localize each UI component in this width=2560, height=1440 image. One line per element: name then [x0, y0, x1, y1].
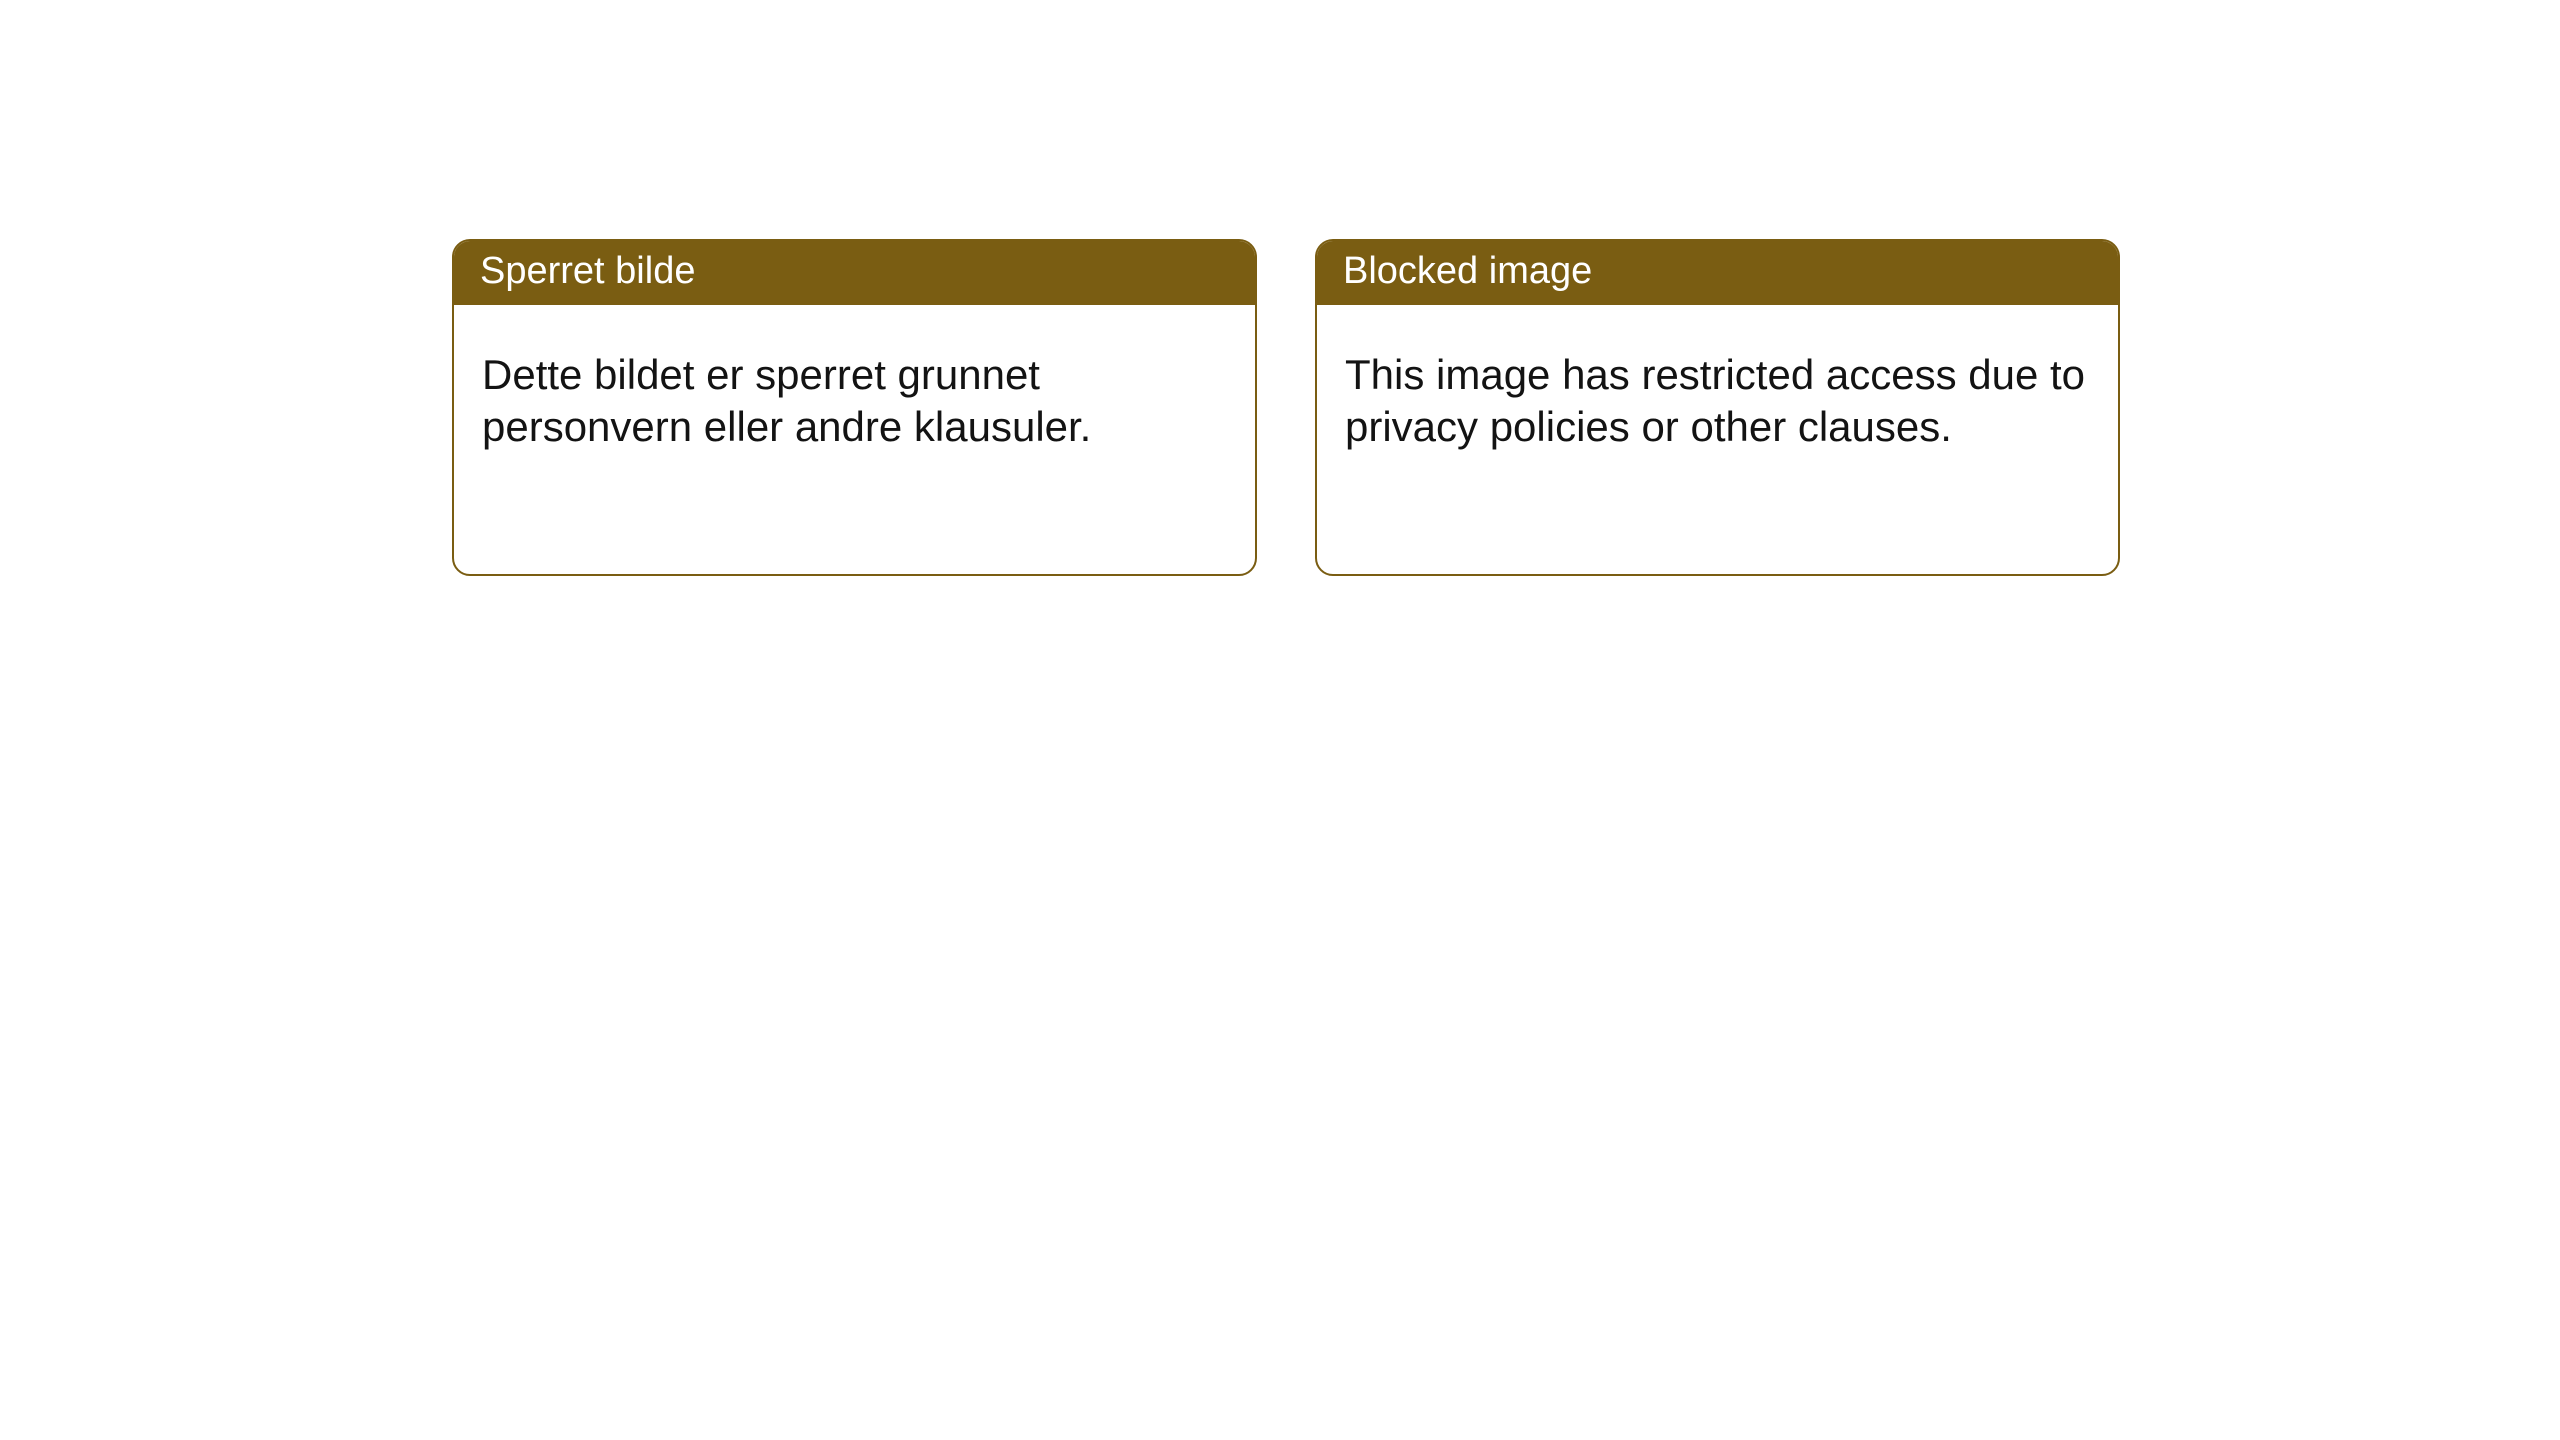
card-body-text: Dette bildet er sperret grunnet personve…	[482, 351, 1091, 451]
notice-card-norwegian: Sperret bilde Dette bildet er sperret gr…	[452, 239, 1257, 576]
card-header-text: Sperret bilde	[480, 250, 695, 292]
card-header-text: Blocked image	[1343, 250, 1592, 292]
card-header: Sperret bilde	[454, 241, 1255, 305]
notice-card-english: Blocked image This image has restricted …	[1315, 239, 2120, 576]
card-header: Blocked image	[1317, 241, 2118, 305]
card-body: This image has restricted access due to …	[1317, 305, 2118, 482]
card-body-text: This image has restricted access due to …	[1345, 351, 2085, 451]
card-body: Dette bildet er sperret grunnet personve…	[454, 305, 1255, 482]
cards-row: Sperret bilde Dette bildet er sperret gr…	[452, 239, 2560, 576]
